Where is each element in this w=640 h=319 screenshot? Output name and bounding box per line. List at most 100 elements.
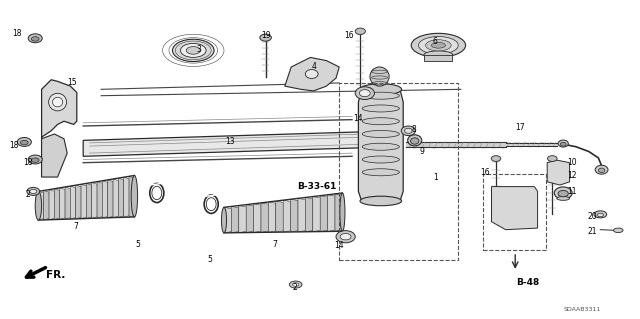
- Ellipse shape: [362, 105, 399, 112]
- Text: 19: 19: [260, 31, 271, 40]
- Polygon shape: [424, 55, 452, 61]
- Ellipse shape: [594, 211, 607, 218]
- Text: SDAAB3311: SDAAB3311: [564, 307, 601, 312]
- Polygon shape: [276, 201, 283, 232]
- Ellipse shape: [362, 118, 399, 125]
- Text: 7: 7: [73, 222, 78, 231]
- Polygon shape: [285, 57, 339, 91]
- Polygon shape: [124, 177, 129, 217]
- Ellipse shape: [548, 156, 557, 161]
- Polygon shape: [108, 180, 113, 218]
- Ellipse shape: [17, 137, 31, 146]
- Ellipse shape: [355, 87, 374, 100]
- Ellipse shape: [260, 34, 271, 41]
- Polygon shape: [313, 197, 320, 232]
- Polygon shape: [49, 189, 54, 220]
- Text: 14: 14: [353, 114, 364, 122]
- Polygon shape: [224, 207, 232, 233]
- Text: 7: 7: [273, 240, 278, 249]
- Text: 1: 1: [433, 173, 438, 182]
- Text: 13: 13: [225, 137, 236, 146]
- Ellipse shape: [20, 140, 28, 145]
- Text: 21: 21: [588, 227, 596, 236]
- Polygon shape: [335, 194, 342, 231]
- Ellipse shape: [408, 135, 422, 146]
- Ellipse shape: [362, 169, 399, 176]
- Polygon shape: [305, 197, 313, 232]
- Ellipse shape: [305, 70, 318, 78]
- Polygon shape: [239, 205, 246, 233]
- Ellipse shape: [598, 168, 605, 173]
- Ellipse shape: [360, 196, 402, 206]
- Ellipse shape: [370, 67, 389, 86]
- Ellipse shape: [557, 197, 570, 200]
- Ellipse shape: [180, 43, 206, 57]
- Polygon shape: [358, 89, 403, 201]
- Ellipse shape: [404, 128, 412, 133]
- Text: 16: 16: [480, 168, 490, 177]
- Bar: [483, 174, 546, 250]
- Ellipse shape: [186, 47, 200, 54]
- Text: 17: 17: [515, 123, 525, 132]
- Ellipse shape: [401, 126, 415, 136]
- Text: 18: 18: [10, 141, 19, 150]
- Text: 5: 5: [207, 256, 212, 264]
- Polygon shape: [129, 176, 134, 217]
- Polygon shape: [113, 179, 118, 218]
- Ellipse shape: [431, 42, 445, 48]
- Text: 16: 16: [344, 31, 354, 40]
- Polygon shape: [38, 191, 44, 220]
- Ellipse shape: [28, 34, 42, 43]
- Ellipse shape: [412, 33, 466, 57]
- Ellipse shape: [289, 281, 302, 288]
- Ellipse shape: [424, 51, 453, 59]
- Ellipse shape: [362, 130, 399, 137]
- Ellipse shape: [426, 40, 451, 51]
- Text: 9: 9: [420, 147, 425, 156]
- Text: 2: 2: [25, 190, 30, 199]
- Polygon shape: [253, 204, 261, 233]
- Ellipse shape: [362, 143, 399, 150]
- Text: 2: 2: [292, 283, 297, 292]
- Ellipse shape: [31, 37, 39, 41]
- Polygon shape: [60, 188, 65, 219]
- Ellipse shape: [340, 234, 351, 240]
- Polygon shape: [97, 182, 102, 218]
- Polygon shape: [320, 196, 328, 232]
- Ellipse shape: [340, 193, 345, 231]
- Text: 20: 20: [587, 212, 597, 221]
- Polygon shape: [102, 181, 108, 218]
- Text: 3: 3: [196, 45, 201, 54]
- Ellipse shape: [561, 142, 566, 146]
- Ellipse shape: [336, 231, 355, 243]
- Ellipse shape: [221, 207, 227, 233]
- Ellipse shape: [492, 156, 501, 161]
- Polygon shape: [44, 190, 49, 220]
- Ellipse shape: [558, 140, 568, 147]
- Ellipse shape: [52, 97, 63, 107]
- Text: 11: 11: [567, 187, 576, 196]
- Polygon shape: [246, 205, 253, 233]
- Polygon shape: [118, 178, 124, 218]
- Polygon shape: [65, 187, 70, 219]
- Ellipse shape: [360, 84, 402, 95]
- Ellipse shape: [595, 165, 608, 174]
- Ellipse shape: [27, 188, 40, 195]
- Polygon shape: [232, 206, 239, 233]
- Ellipse shape: [614, 228, 623, 233]
- Text: 6: 6: [433, 37, 438, 46]
- Text: B-48: B-48: [516, 278, 540, 287]
- Ellipse shape: [362, 156, 399, 163]
- Polygon shape: [76, 185, 81, 219]
- Ellipse shape: [359, 90, 370, 97]
- Polygon shape: [328, 195, 335, 232]
- Polygon shape: [291, 199, 298, 232]
- Ellipse shape: [30, 189, 36, 193]
- Ellipse shape: [419, 36, 458, 54]
- Text: 10: 10: [566, 158, 577, 167]
- Text: B-33-61: B-33-61: [297, 182, 337, 191]
- Polygon shape: [298, 198, 305, 232]
- Ellipse shape: [35, 191, 42, 220]
- Polygon shape: [92, 182, 97, 218]
- Ellipse shape: [355, 28, 365, 34]
